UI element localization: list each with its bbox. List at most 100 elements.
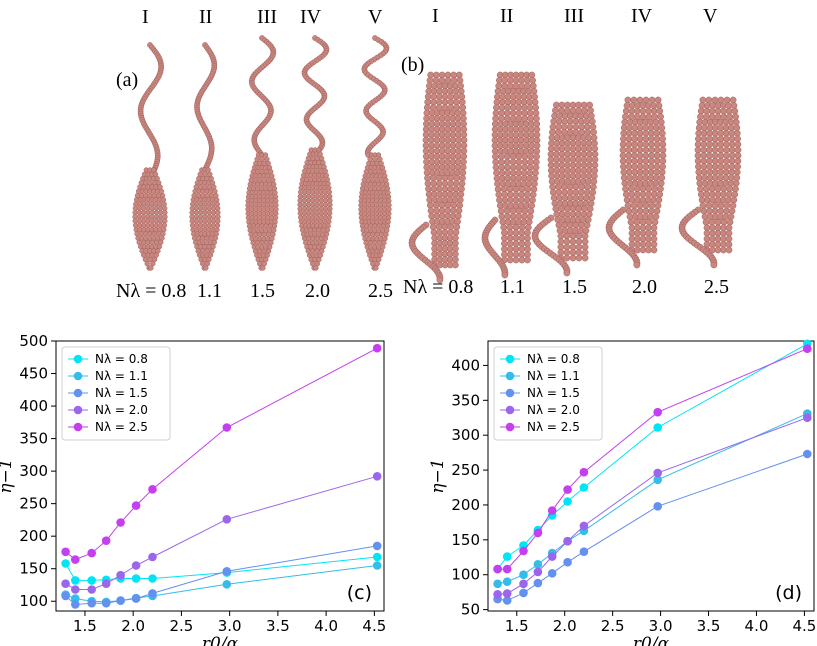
legend-swatch-marker [505, 405, 515, 415]
panel-b-label: (b) [401, 54, 424, 76]
data-point [148, 589, 157, 598]
data-point [547, 506, 557, 515]
data-point [87, 598, 96, 608]
legend-swatch-marker [73, 422, 83, 432]
x-tick-label: 4.0 [314, 617, 338, 635]
legend-swatch-marker [73, 371, 83, 381]
x-axis-label: r0/α [202, 634, 239, 646]
data-point [87, 585, 96, 594]
x-tick-label: 1.5 [505, 617, 529, 635]
panel-b-n-value-2: 1.1 [500, 276, 525, 298]
data-point [579, 483, 589, 492]
data-point [502, 564, 512, 574]
data-point [131, 561, 141, 570]
data-point [563, 485, 572, 494]
x-tick-label: 2.5 [169, 617, 193, 635]
data-point [116, 570, 125, 580]
x-tick-label: 4.5 [362, 617, 386, 635]
data-point [71, 576, 80, 585]
series-line [497, 453, 808, 602]
legend-entry: Nλ = 2.5 [95, 420, 148, 434]
data-point [579, 521, 589, 531]
y-tick-label: 150 [19, 560, 48, 578]
panel-b-roman-5: V [703, 5, 718, 27]
y-tick-label: 300 [451, 426, 480, 444]
data-point [563, 557, 572, 567]
data-point [519, 546, 528, 556]
panel-a-roman-5: V [368, 6, 383, 28]
x-tick-label: 3.0 [649, 617, 673, 635]
panel-label: (d) [775, 582, 802, 604]
panel-b-n-value-5: 2.5 [704, 276, 729, 298]
x-tick-label: 3.5 [697, 617, 721, 635]
panel-a-roman-2: II [199, 6, 212, 28]
legend-swatch-marker [73, 354, 83, 364]
data-point [502, 589, 512, 598]
data-point [803, 413, 812, 423]
legend-entry: Nλ = 2.0 [95, 403, 148, 417]
legend-swatch-marker [73, 405, 83, 415]
panel-b-n-prefix: Nλ = [403, 276, 448, 298]
data-point [519, 579, 528, 589]
y-tick-label: 100 [19, 592, 48, 610]
data-point [502, 577, 512, 586]
legend-swatch-marker [505, 354, 515, 364]
series-line [65, 565, 378, 603]
panel-a-roman-1: I [142, 6, 149, 28]
panel-a-roman-labels: I II III IV V [142, 6, 383, 28]
data-point [493, 564, 502, 574]
data-point [502, 552, 512, 561]
data-point [653, 423, 662, 432]
panel-b-roman-2: II [500, 5, 513, 27]
data-point [547, 552, 557, 561]
legend-entry: Nλ = 1.1 [527, 369, 580, 383]
data-point [579, 467, 589, 477]
data-point [116, 518, 125, 527]
data-point [222, 423, 232, 432]
data-point [71, 585, 80, 594]
y-tick-label: 150 [451, 531, 480, 549]
legend-box [493, 346, 603, 441]
x-tick-label: 1.5 [73, 617, 97, 635]
data-point [87, 548, 96, 558]
legend-swatch-marker [505, 371, 515, 381]
panel-b-roman-3: III [564, 5, 584, 27]
chart-d: 1.5 2.0 2.5 3.0 3.5 4.0 4.5 50 100 150 200 250 300 35… [428, 339, 816, 646]
y-tick-label: 300 [19, 462, 48, 480]
series-line [65, 545, 378, 606]
data-point [61, 579, 70, 588]
data-point [61, 547, 70, 557]
data-point [519, 588, 528, 598]
legend-swatch-marker [505, 388, 515, 398]
x-tick-label: 3.0 [218, 617, 242, 635]
data-point [563, 536, 572, 546]
data-point [372, 561, 382, 570]
y-tick-label: 500 [19, 332, 48, 350]
y-tick-label: 100 [451, 566, 480, 584]
y-tick-label: 400 [19, 397, 48, 415]
data-point [653, 502, 662, 511]
data-point [502, 596, 512, 605]
data-point [653, 407, 662, 417]
panel-b-n-1: Nλ = 0.8 [403, 276, 473, 298]
x-tick-label: 2.0 [553, 617, 577, 635]
panel-a-n-1: Nλ = 0.8 [116, 280, 186, 302]
panel-a-roman-4: IV [300, 6, 322, 28]
data-point [71, 600, 80, 609]
legend-entry: Nλ = 0.8 [527, 352, 580, 366]
data-point [547, 569, 557, 578]
panel-a-n-value-1: 0.8 [161, 280, 186, 302]
x-tick-label: 2.0 [121, 617, 145, 635]
legend-swatch-marker [73, 388, 83, 398]
legend-entry: Nλ = 1.5 [527, 386, 580, 400]
data-point [493, 590, 502, 599]
y-axis-label: η−1 [0, 458, 16, 493]
x-axis-label: r0/α [633, 634, 670, 646]
data-point [71, 594, 80, 603]
series-line [65, 556, 378, 581]
data-point [803, 344, 812, 354]
panel-b-n-value-4: 2.0 [632, 276, 657, 298]
data-point [533, 560, 543, 569]
data-point [71, 555, 80, 564]
